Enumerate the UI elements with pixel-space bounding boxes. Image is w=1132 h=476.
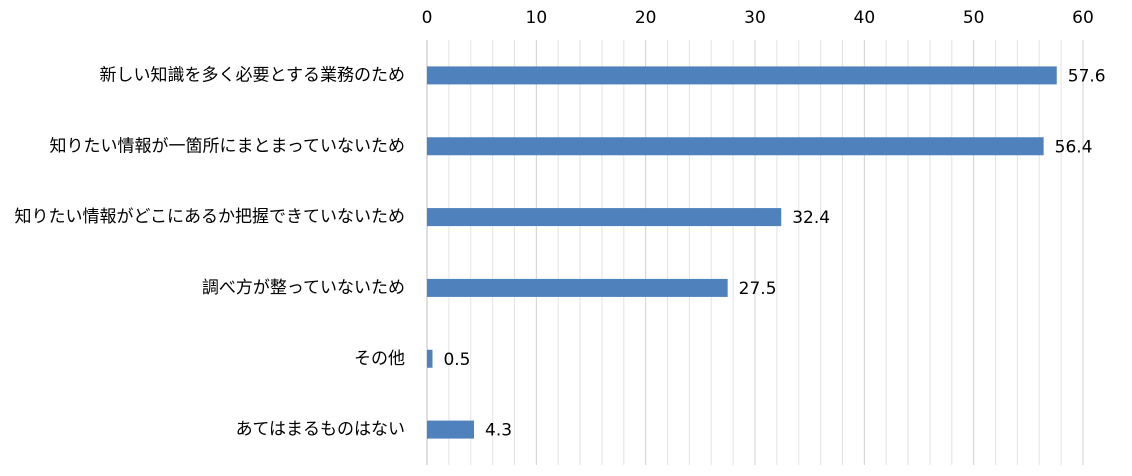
y-tick-label: その他 <box>354 349 405 369</box>
value-label: 27.5 <box>739 279 777 299</box>
y-tick-label: 新しい知識を多く必要とする業務のため <box>100 65 406 85</box>
bar <box>427 420 475 439</box>
bar <box>427 349 433 368</box>
x-tick-label: 60 <box>1072 8 1094 28</box>
x-tick-label: 40 <box>854 8 876 28</box>
y-tick-label: 知りたい情報がどこにあるか把握できていないため <box>15 207 406 227</box>
value-label: 57.6 <box>1068 66 1106 86</box>
bar <box>427 66 1057 85</box>
value-label: 4.3 <box>485 421 512 441</box>
x-tick-label: 30 <box>744 8 766 28</box>
bar <box>427 278 728 297</box>
y-tick-label: あてはまるものはない <box>236 420 405 440</box>
value-label: 0.5 <box>443 350 470 370</box>
y-tick-label: 知りたい情報が一箇所にまとまっていないため <box>50 136 405 156</box>
bar <box>427 137 1044 156</box>
x-tick-label: 10 <box>526 8 548 28</box>
x-tick-label: 20 <box>635 8 657 28</box>
x-tick-label: 50 <box>963 8 985 28</box>
x-tick-label: 0 <box>422 8 433 28</box>
value-label: 56.4 <box>1055 137 1093 157</box>
value-label: 32.4 <box>792 208 830 228</box>
bar <box>427 208 782 227</box>
y-tick-label: 調べ方が整っていないため <box>202 278 405 298</box>
